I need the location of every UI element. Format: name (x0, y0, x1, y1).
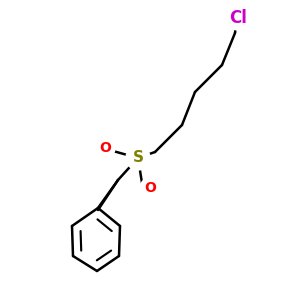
Text: O: O (144, 181, 156, 195)
Circle shape (226, 6, 250, 30)
Text: S: S (133, 151, 143, 166)
Text: Cl: Cl (229, 9, 247, 27)
Circle shape (126, 146, 150, 170)
Text: O: O (99, 141, 111, 155)
Circle shape (95, 138, 115, 158)
Circle shape (140, 178, 160, 198)
